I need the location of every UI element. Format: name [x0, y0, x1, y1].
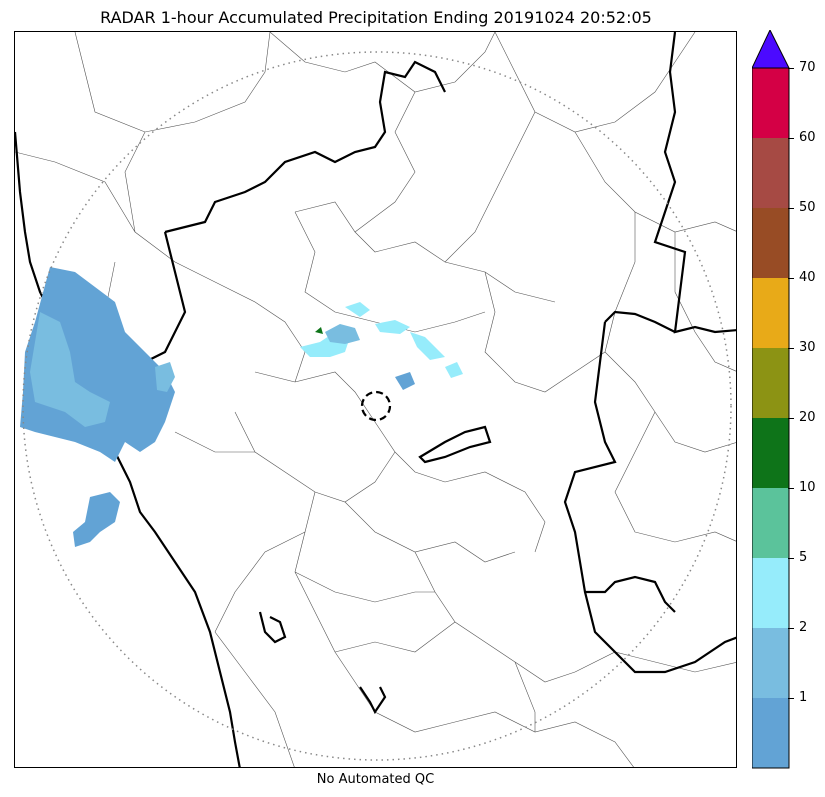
colorbar-tick	[788, 558, 794, 559]
colorbar-tick-label: 30	[799, 340, 816, 355]
state-boundaries	[15, 32, 736, 767]
colorbar-band	[752, 138, 789, 208]
precipitation-echoes	[20, 267, 463, 547]
colorbar-tick-label: 10	[799, 480, 816, 495]
colorbar-tick-label: 20	[799, 410, 816, 425]
colorbar-tick	[788, 278, 794, 279]
colorbar-extend-triangle	[752, 30, 790, 69]
colorbar-tick-label: 1	[799, 690, 808, 705]
colorbar-svg	[752, 30, 790, 769]
colorbar-band	[752, 208, 789, 278]
colorbar-tick	[788, 418, 794, 419]
district-boundaries	[15, 32, 736, 767]
colorbar-tick-label: 70	[799, 60, 816, 75]
colorbar-band	[752, 278, 789, 348]
colorbar-tick-label: 2	[799, 620, 808, 635]
colorbar-band	[752, 558, 789, 628]
colorbar-band	[752, 348, 789, 418]
colorbar-band	[752, 418, 789, 488]
colorbar-tick-label: 60	[799, 130, 816, 145]
colorbar-tick	[788, 628, 794, 629]
chart-title: RADAR 1-hour Accumulated Precipitation E…	[100, 8, 652, 27]
colorbar-tick	[788, 68, 794, 69]
colorbar-band	[752, 488, 789, 558]
colorbar-tick-label: 40	[799, 270, 816, 285]
radar-map	[14, 31, 737, 768]
colorbar: 1 2 5 10 20 30 40 50 60 70	[752, 30, 822, 770]
radar-range-ring	[22, 51, 732, 761]
colorbar-tick-label: 5	[799, 550, 808, 565]
colorbar-tick	[788, 698, 794, 699]
colorbar-band	[752, 698, 789, 768]
radar-site-marker	[360, 390, 392, 422]
colorbar-band	[752, 628, 789, 698]
colorbar-tick	[788, 138, 794, 139]
qc-status-label: No Automated QC	[316, 772, 435, 787]
colorbar-tick	[788, 208, 794, 209]
colorbar-tick	[788, 348, 794, 349]
radar-map-svg	[15, 32, 736, 767]
colorbar-tick	[788, 488, 794, 489]
colorbar-band	[752, 68, 789, 138]
colorbar-tick-label: 50	[799, 200, 816, 215]
